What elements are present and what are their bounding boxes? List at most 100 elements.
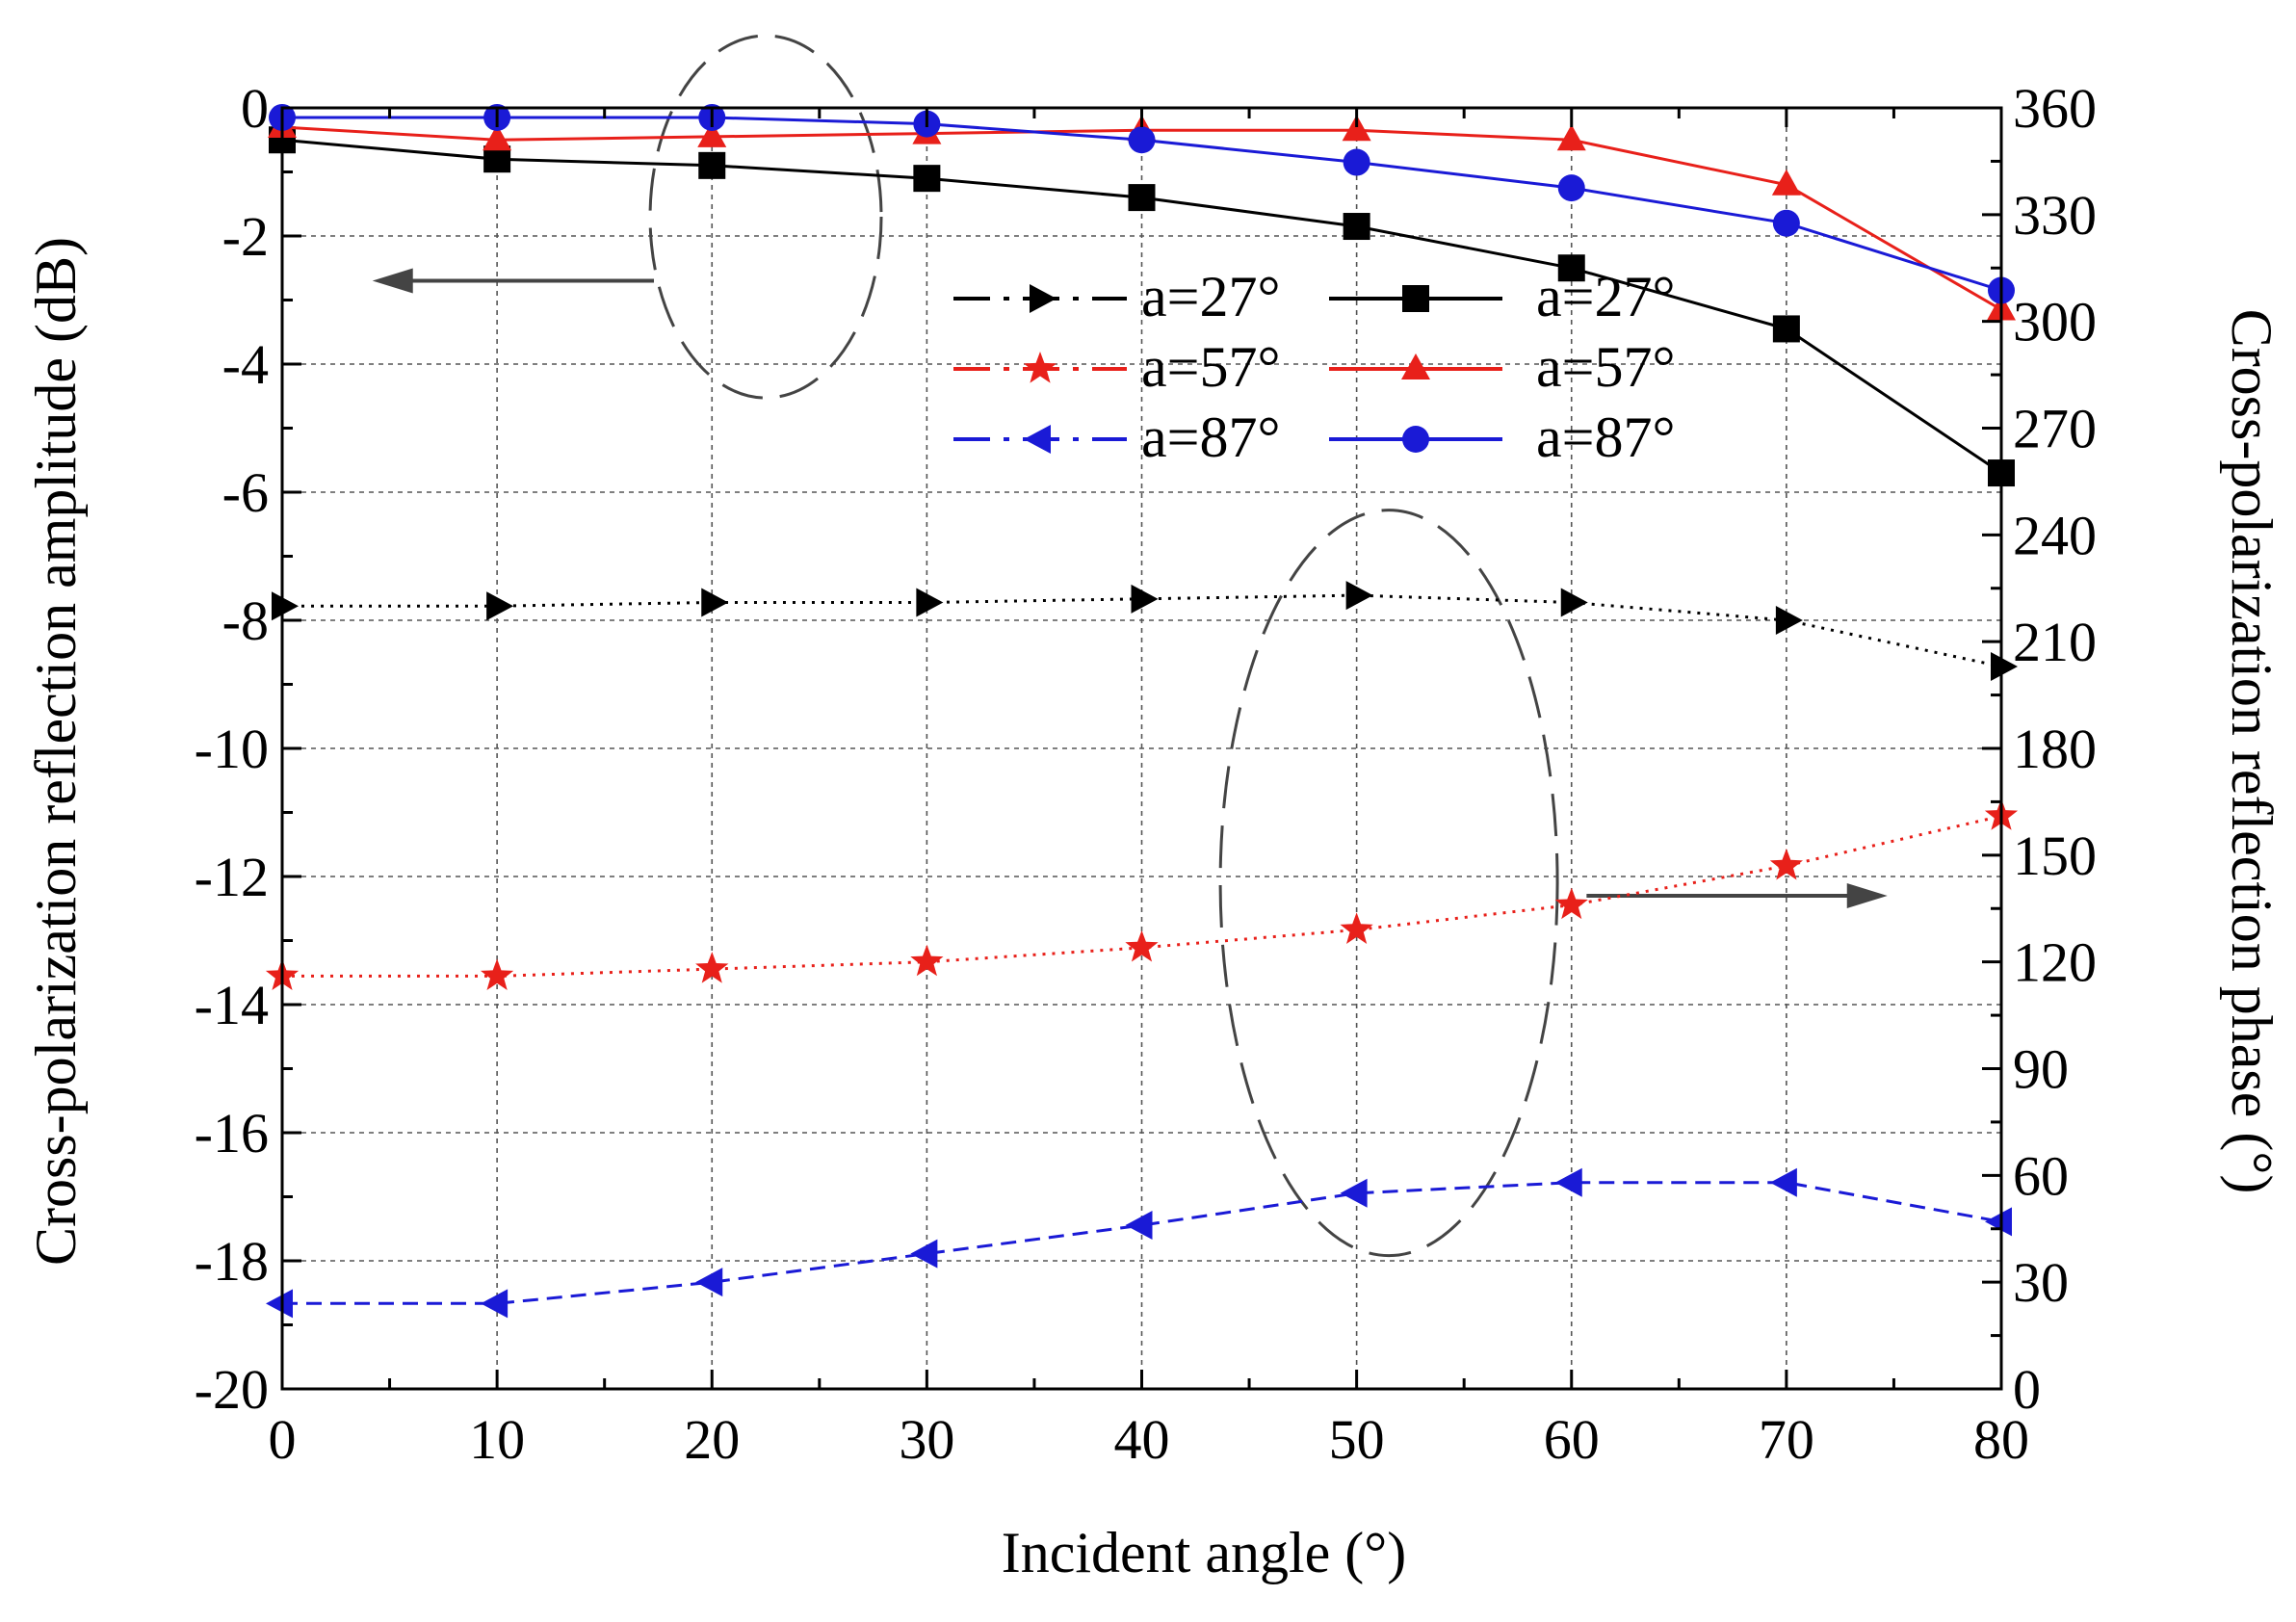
data-point [910,944,944,977]
data-point [1985,1207,2012,1237]
legend-marker [1402,426,1429,453]
data-point [1128,126,1156,154]
y-right-tick-label: 330 [2013,184,2097,247]
x-tick-label: 30 [899,1408,954,1471]
data-point [916,588,944,617]
legend-label: a=27° [1141,265,1280,328]
y-left-tick-label: -16 [195,1102,269,1164]
x-tick-label: 10 [469,1408,525,1471]
data-point [913,165,941,193]
amplitude-group-ellipse [648,34,883,400]
y-right-tick-label: 90 [2013,1038,2069,1101]
annotations [372,34,1888,1258]
data-point [1557,174,1585,202]
data-point [1772,315,1800,343]
y-left-tick-label: -20 [195,1358,269,1421]
y-right-tick-label: 60 [2013,1144,2069,1207]
legend-item-1: a=27° [953,265,1280,328]
y-right-tick-label: 210 [2013,611,2097,673]
data-point [695,1268,723,1297]
y-left-tick-label: -12 [195,846,269,908]
data-point [1557,254,1585,282]
data-point [1769,848,1803,880]
legend-item-5: a=57° [1329,335,1675,399]
y-right-tick-label: 360 [2013,77,2097,140]
data-point [1772,209,1800,237]
legend-marker [1023,352,1057,383]
phase-group-ellipse [1218,509,1559,1258]
y-right-tick-label: 180 [2013,718,2097,780]
series-6-amplitude [269,103,2015,304]
data-point [910,1239,938,1269]
data-point [695,952,729,983]
y-right-tick-label: 30 [2013,1251,2069,1314]
legend-marker [1401,353,1430,379]
data-point [1131,584,1159,614]
data-point [481,958,514,990]
data-point [701,588,729,617]
data-point [1340,912,1373,944]
data-point [1556,124,1586,151]
legend-label: a=57° [1536,335,1675,399]
y-right-tick-label: 150 [2013,824,2097,887]
data-point [1554,1167,1582,1197]
legend-label: a=87° [1141,406,1280,469]
data-point [1125,929,1159,962]
data-point [1345,581,1373,611]
data-point [1775,606,1803,635]
y-left-tick-label: -18 [195,1230,269,1293]
y-right-axis-title: Cross-polarization reflection phase (°) [2220,309,2283,1194]
data-point [1343,148,1370,176]
data-point [1554,887,1588,920]
data-point [1560,588,1588,617]
y-right-tick-label: 270 [2013,398,2097,460]
data-point [1343,213,1370,241]
y-right-tick-label: 0 [2013,1358,2041,1421]
axes: 0 10 20 30 40 50 60 70 800-2-4-6-8-10-12-14-16-1… [195,77,2097,1471]
left-axis-arrow [372,268,655,294]
data-point [483,124,512,151]
left-axis-arrow-head [372,268,413,294]
x-tick-label: 40 [1114,1408,1170,1471]
data-point [1771,169,1801,196]
legend-label: a=57° [1141,335,1280,399]
data-point [1342,115,1371,142]
legend-item-3: a=87° [953,406,1280,469]
data-point [698,151,726,179]
y-left-tick-label: -10 [195,718,269,780]
legend-label: a=27° [1536,265,1675,328]
y-right-tick-label: 120 [2013,931,2097,994]
y-left-tick-label: -6 [222,461,269,524]
data-point [486,591,514,621]
series-3-phase [266,1167,2012,1319]
data-point [697,120,727,147]
legend-label: a=87° [1536,406,1675,469]
y-left-tick-label: -4 [222,333,269,396]
data-point [1128,184,1156,212]
legend-marker [1024,425,1051,454]
data-point [266,1289,293,1319]
legend-item-4: a=27° [1329,265,1675,328]
data-point [1125,1211,1153,1241]
data-point [1340,1178,1368,1208]
y-left-axis-title: Cross-polarization reflection amplitude … [24,237,88,1266]
series-line [282,814,2002,978]
legend: a=27° a=57° a=87° a=27° a=57° a=87° [953,265,1675,469]
legend-marker [1402,285,1429,312]
legend-marker [1030,284,1057,313]
x-tick-label: 60 [1544,1408,1600,1471]
y-left-tick-label: -8 [222,589,269,652]
x-tick-label: 50 [1329,1408,1385,1471]
x-tick-label: 0 [269,1408,297,1471]
x-axis-title: Incident angle (°) [1002,1521,1406,1584]
x-tick-label: 70 [1759,1408,1814,1471]
legend-item-2: a=57° [953,335,1280,399]
y-right-tick-label: 300 [2013,291,2097,353]
data-point [481,1289,509,1319]
legend-item-6: a=87° [1329,406,1675,469]
x-tick-label: 80 [1973,1408,2029,1471]
x-tick-label: 20 [684,1408,740,1471]
y-left-tick-label: -2 [222,205,269,268]
